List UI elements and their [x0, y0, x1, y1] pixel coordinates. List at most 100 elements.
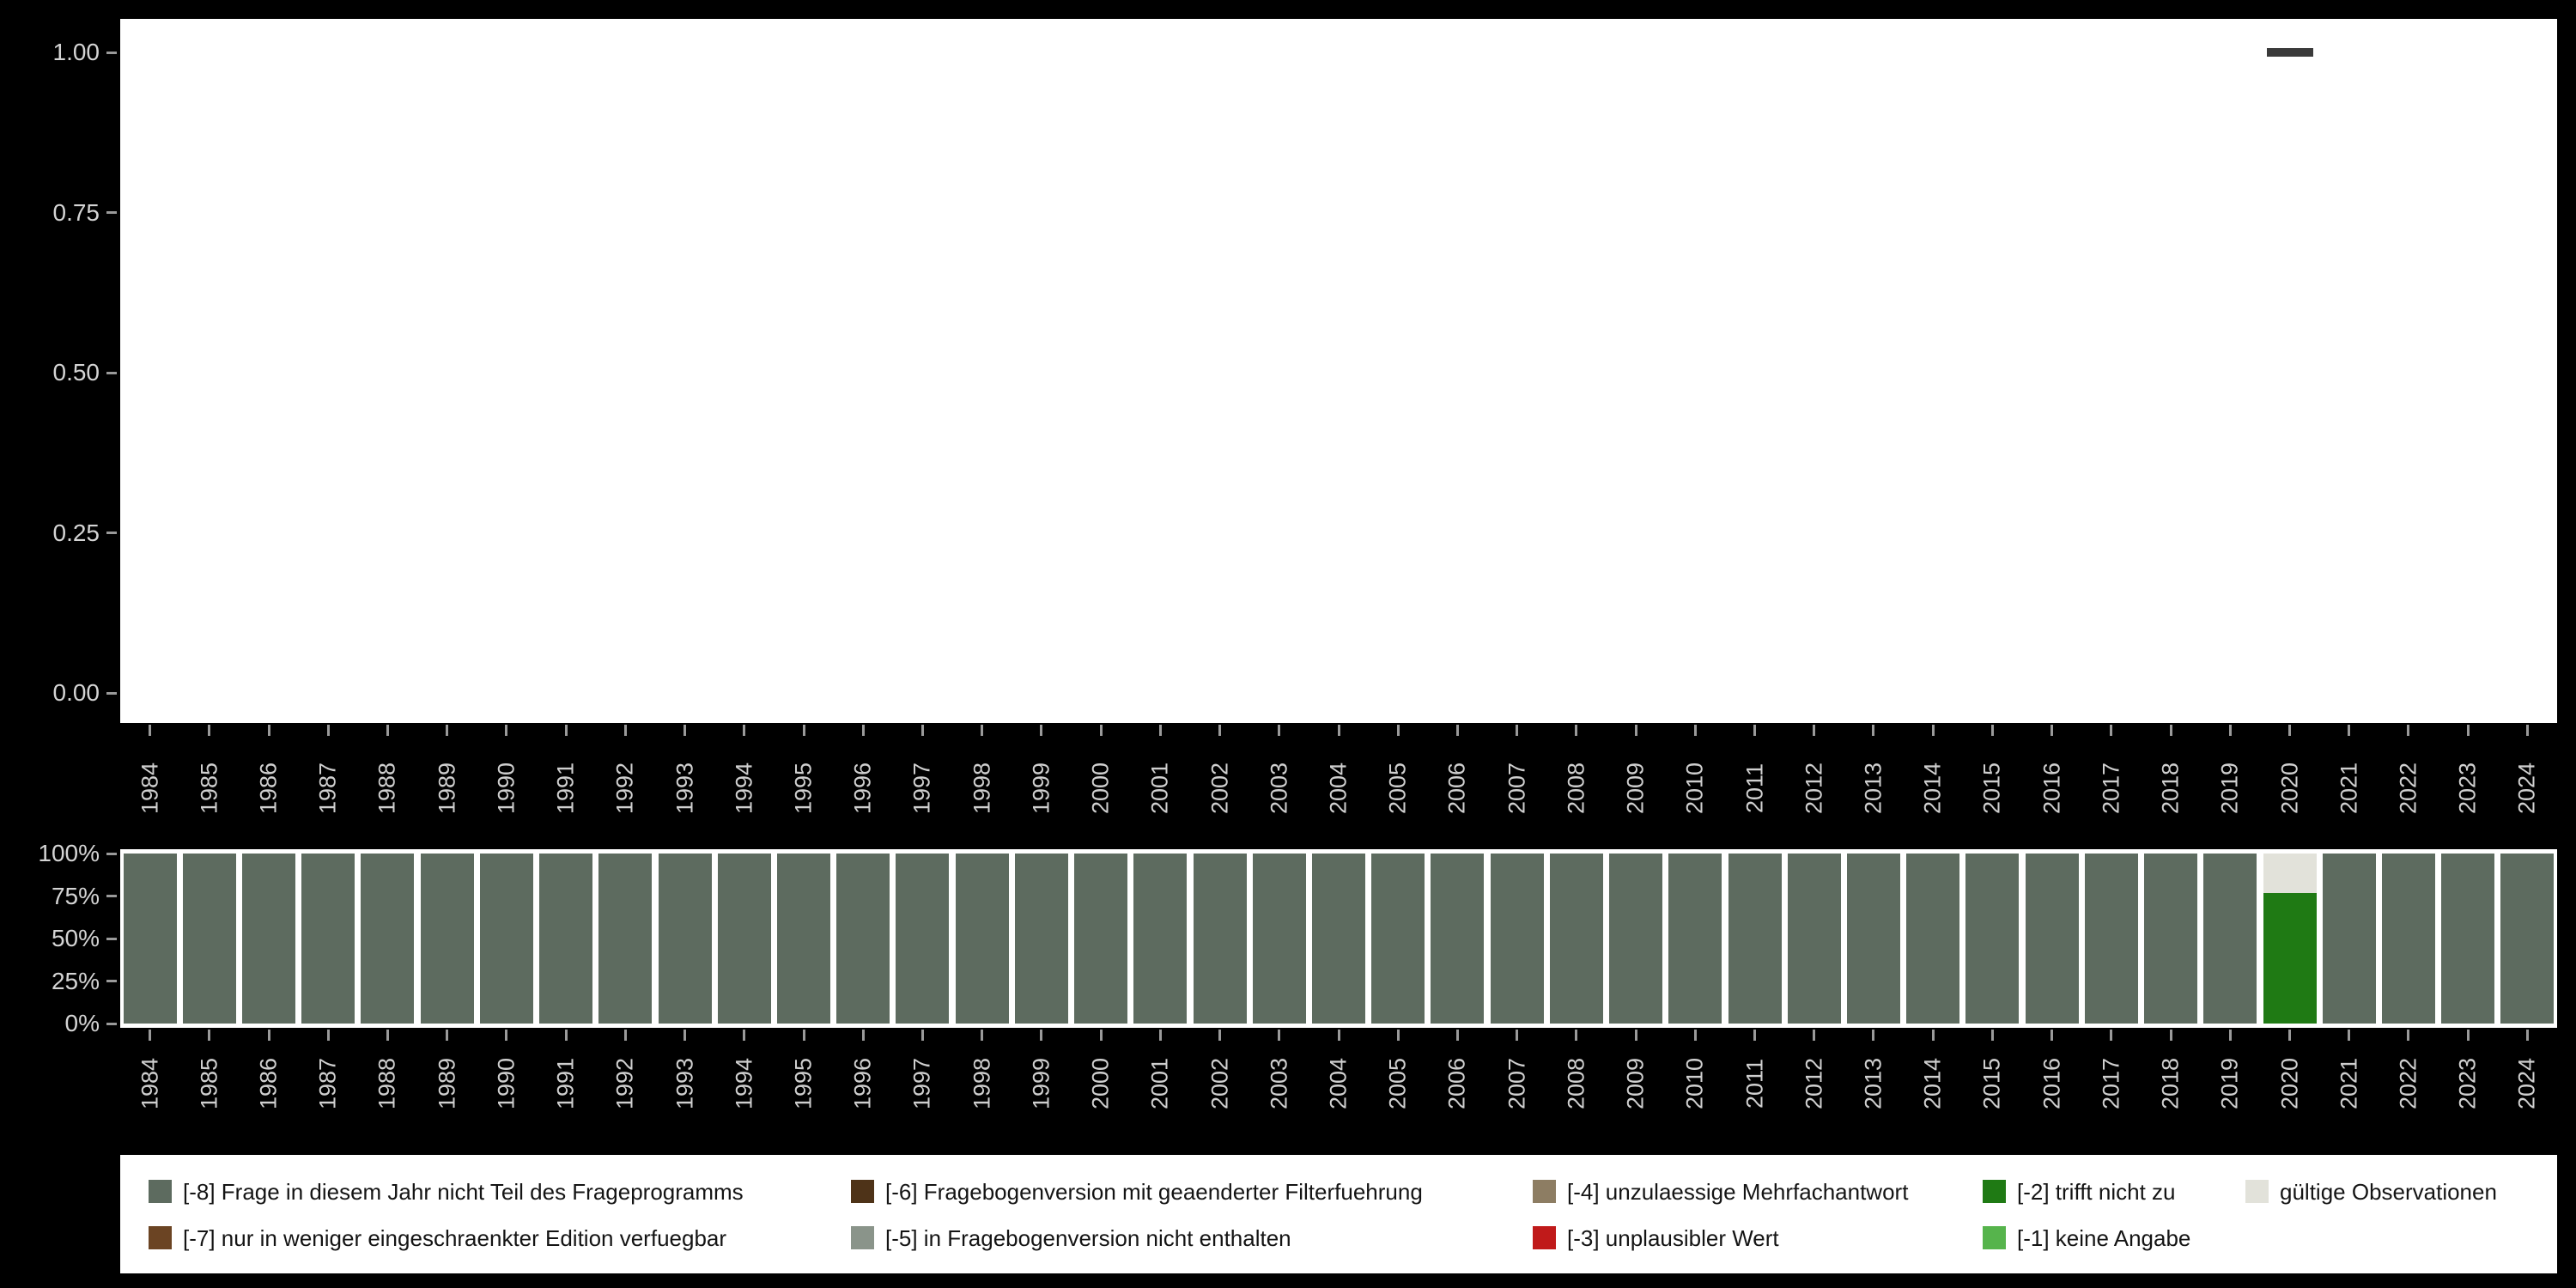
- top-x-tick-mark: [2466, 725, 2470, 736]
- bottom-x-tick-mark: [920, 1030, 924, 1041]
- bar-segment-2008: [1549, 854, 1603, 1024]
- top-x-year-label: 2012: [1801, 762, 1827, 815]
- bar-segment-2001: [1133, 854, 1188, 1024]
- legend-swatch--6: [851, 1180, 874, 1203]
- bottom-x-year-label: 2024: [2513, 1057, 2540, 1110]
- bottom-x-year-label: 1996: [849, 1057, 876, 1110]
- bottom-y-tick-label: 50%: [51, 925, 100, 951]
- top-x-tick-mark: [2169, 725, 2172, 736]
- bottom-x-tick-mark: [149, 1030, 152, 1041]
- bar-segment-2005: [1371, 854, 1425, 1024]
- top-x-year-label: 2004: [1325, 762, 1352, 815]
- top-x-tick-mark: [1813, 725, 1816, 736]
- top-x-year-label: 1996: [849, 762, 876, 815]
- top-x-year-label: 2013: [1860, 762, 1886, 815]
- top-y-tick-label: 0.00: [52, 679, 100, 706]
- bottom-x-year-label: 1998: [969, 1057, 995, 1110]
- bottom-x-tick-mark: [623, 1030, 627, 1041]
- bottom-x-tick-mark: [683, 1030, 687, 1041]
- legend-swatch-valid: [2245, 1180, 2269, 1203]
- bar-segment-2018: [2144, 854, 2198, 1024]
- top-x-tick-mark: [386, 725, 389, 736]
- legend-label--7: [-7] nur in weniger eingeschraenkter Edi…: [183, 1224, 727, 1251]
- legend-label--5: [-5] in Fragebogenversion nicht enthalte…: [885, 1224, 1291, 1251]
- bottom-x-tick-mark: [1337, 1030, 1340, 1041]
- bottom-x-tick-mark: [1872, 1030, 1875, 1041]
- bar-segment-2007: [1490, 854, 1544, 1024]
- bar-segment-2009: [1609, 854, 1663, 1024]
- legend-swatch--1: [1983, 1226, 2006, 1249]
- bottom-x-year-label: 2014: [1919, 1057, 1946, 1110]
- legend-item--3: [-3] unplausibler Wert: [1533, 1226, 1779, 1249]
- bottom-x-tick-mark: [2466, 1030, 2470, 1041]
- bottom-x-year-label: 2015: [1978, 1057, 2005, 1110]
- bottom-x-year-label: 2007: [1504, 1057, 1530, 1110]
- bottom-x-year-label: 2020: [2276, 1057, 2302, 1110]
- bottom-y-tick-label: 100%: [38, 840, 100, 866]
- top-y-tick-label: 0.25: [52, 519, 100, 546]
- top-x-year-label: 2007: [1504, 762, 1530, 815]
- bar-segment-2015: [1965, 854, 2020, 1024]
- legend-label--4: [-4] unzulaessige Mehrfachantwort: [1567, 1178, 1909, 1205]
- bottom-x-year-label: 2000: [1087, 1057, 1114, 1110]
- bottom-x-tick-mark: [1218, 1030, 1222, 1041]
- bottom-x-year-label: 2012: [1801, 1057, 1827, 1110]
- legend-label--8: [-8] Frage in diesem Jahr nicht Teil des…: [183, 1178, 744, 1205]
- bottom-x-tick-mark: [505, 1030, 508, 1041]
- top-x-year-label: 1984: [137, 762, 163, 815]
- bottom-x-year-label: 2003: [1266, 1057, 1292, 1110]
- bottom-x-tick-mark: [2169, 1030, 2172, 1041]
- top-x-year-label: 2017: [2098, 762, 2124, 815]
- legend-swatch--2: [1983, 1180, 2006, 1203]
- top-x-year-label: 1995: [790, 762, 817, 815]
- bottom-x-tick-mark: [802, 1030, 805, 1041]
- bottom-x-year-label: 2013: [1860, 1057, 1886, 1110]
- top-x-year-label: 2015: [1978, 762, 2005, 815]
- top-x-tick-mark: [2288, 725, 2291, 736]
- bottom-x-tick-mark: [1396, 1030, 1400, 1041]
- top-y-tick-label: 0.50: [52, 359, 100, 386]
- bottom-x-year-label: 1994: [731, 1057, 757, 1110]
- bottom-x-tick-mark: [2288, 1030, 2291, 1041]
- bottom-x-year-label: 2004: [1325, 1057, 1352, 1110]
- bar-segment-1999: [1014, 854, 1068, 1024]
- bar-segment-2016: [2025, 854, 2079, 1024]
- legend-item--4: [-4] unzulaessige Mehrfachantwort: [1533, 1180, 1908, 1203]
- top-x-year-label: 1989: [434, 762, 460, 815]
- bar-segment-2000: [1074, 854, 1128, 1024]
- bottom-x-tick-mark: [1931, 1030, 1935, 1041]
- bottom-x-year-label: 2021: [2336, 1057, 2362, 1110]
- bottom-x-tick-mark: [2407, 1030, 2410, 1041]
- top-x-year-label: 1985: [196, 762, 222, 815]
- bottom-x-tick-mark: [1158, 1030, 1162, 1041]
- bottom-x-year-label: 1984: [137, 1057, 163, 1110]
- top-x-tick-mark: [2407, 725, 2410, 736]
- bar-segment-2013: [1846, 854, 1900, 1024]
- top-x-tick-mark: [2348, 725, 2351, 736]
- bar-segment-1989: [420, 854, 474, 1024]
- legend-swatch--5: [851, 1226, 874, 1249]
- top-x-year-label: 1986: [255, 762, 282, 815]
- top-x-year-label: 1999: [1028, 762, 1054, 815]
- bottom-x-year-label: 2010: [1681, 1057, 1708, 1110]
- bar-segment-1997: [896, 854, 950, 1024]
- legend-item-valid: gültige Observationen: [2245, 1180, 2497, 1203]
- legend-label--6: [-6] Fragebogenversion mit geaenderter F…: [885, 1178, 1423, 1205]
- top-x-year-label: 2010: [1681, 762, 1708, 815]
- bottom-x-year-label: 1986: [255, 1057, 282, 1110]
- top-x-tick-mark: [326, 725, 330, 736]
- bar-segment-1996: [836, 854, 890, 1024]
- bottom-x-tick-mark: [861, 1030, 865, 1041]
- top-x-year-label: 2022: [2395, 762, 2421, 815]
- top-y-tick-mark: [106, 532, 117, 534]
- bottom-x-tick-mark: [2348, 1030, 2351, 1041]
- bottom-x-year-label: 2022: [2395, 1057, 2421, 1110]
- bar-segment-1998: [955, 854, 1009, 1024]
- top-x-tick-mark: [1455, 725, 1459, 736]
- bottom-x-tick-mark: [1575, 1030, 1578, 1041]
- top-x-tick-mark: [981, 725, 984, 736]
- legend: [-8] Frage in diesem Jahr nicht Teil des…: [120, 1155, 2557, 1273]
- top-x-year-label: 2002: [1206, 762, 1233, 815]
- legend-item--1: [-1] keine Angabe: [1983, 1226, 2190, 1249]
- bottom-x-year-label: 1997: [908, 1057, 935, 1110]
